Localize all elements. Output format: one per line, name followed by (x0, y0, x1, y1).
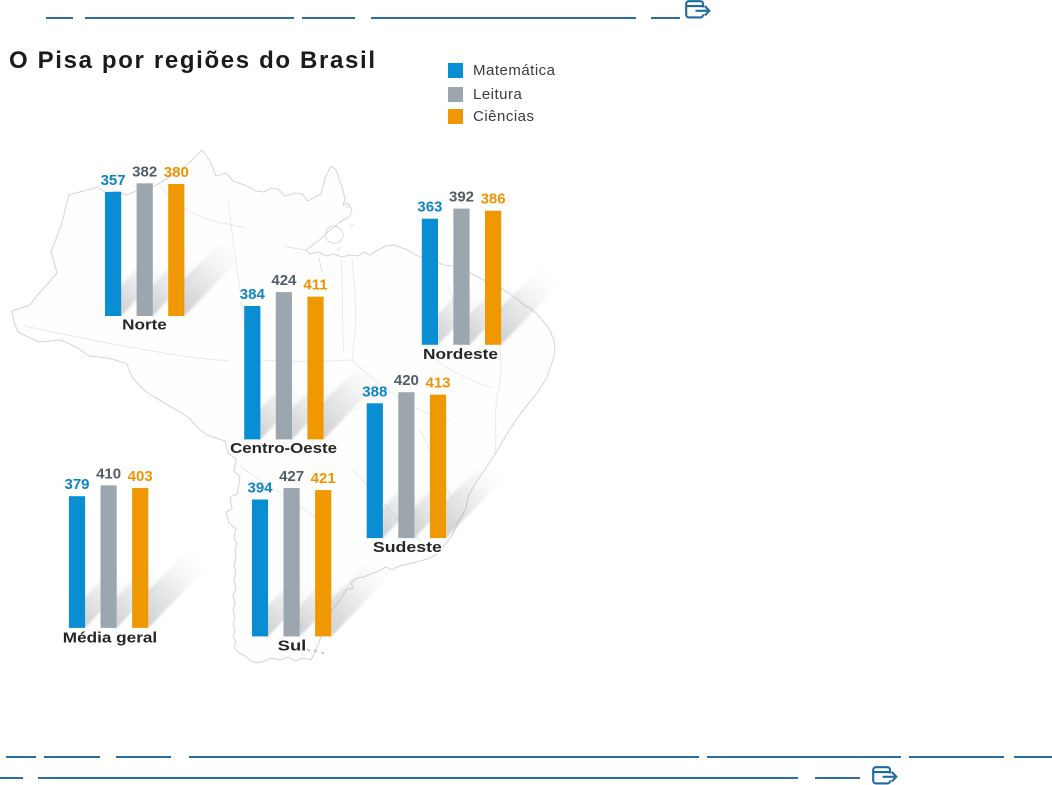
svg-text:363: 363 (417, 199, 442, 216)
svg-text:424: 424 (271, 272, 297, 289)
svg-text:Sudeste: Sudeste (373, 539, 442, 556)
svg-text:394: 394 (247, 480, 273, 497)
svg-text:411: 411 (303, 277, 327, 294)
svg-text:Sul: Sul (278, 637, 307, 654)
svg-text:410: 410 (96, 465, 121, 482)
svg-text:Norte: Norte (122, 317, 167, 334)
svg-text:413: 413 (425, 375, 450, 392)
svg-text:Média geral: Média geral (63, 630, 157, 647)
svg-text:Centro-Oeste: Centro-Oeste (230, 440, 337, 457)
svg-text:427: 427 (279, 468, 304, 485)
svg-text:380: 380 (164, 164, 189, 181)
svg-text:357: 357 (101, 172, 126, 189)
svg-text:388: 388 (362, 383, 387, 400)
svg-text:420: 420 (394, 372, 419, 389)
svg-text:382: 382 (132, 163, 157, 180)
svg-text:379: 379 (64, 476, 89, 493)
svg-text:421: 421 (311, 470, 336, 487)
svg-text:403: 403 (128, 468, 153, 485)
svg-text:386: 386 (481, 191, 506, 208)
svg-text:392: 392 (449, 189, 474, 206)
svg-text:384: 384 (240, 286, 266, 303)
svg-text:Nordeste: Nordeste (423, 346, 498, 363)
